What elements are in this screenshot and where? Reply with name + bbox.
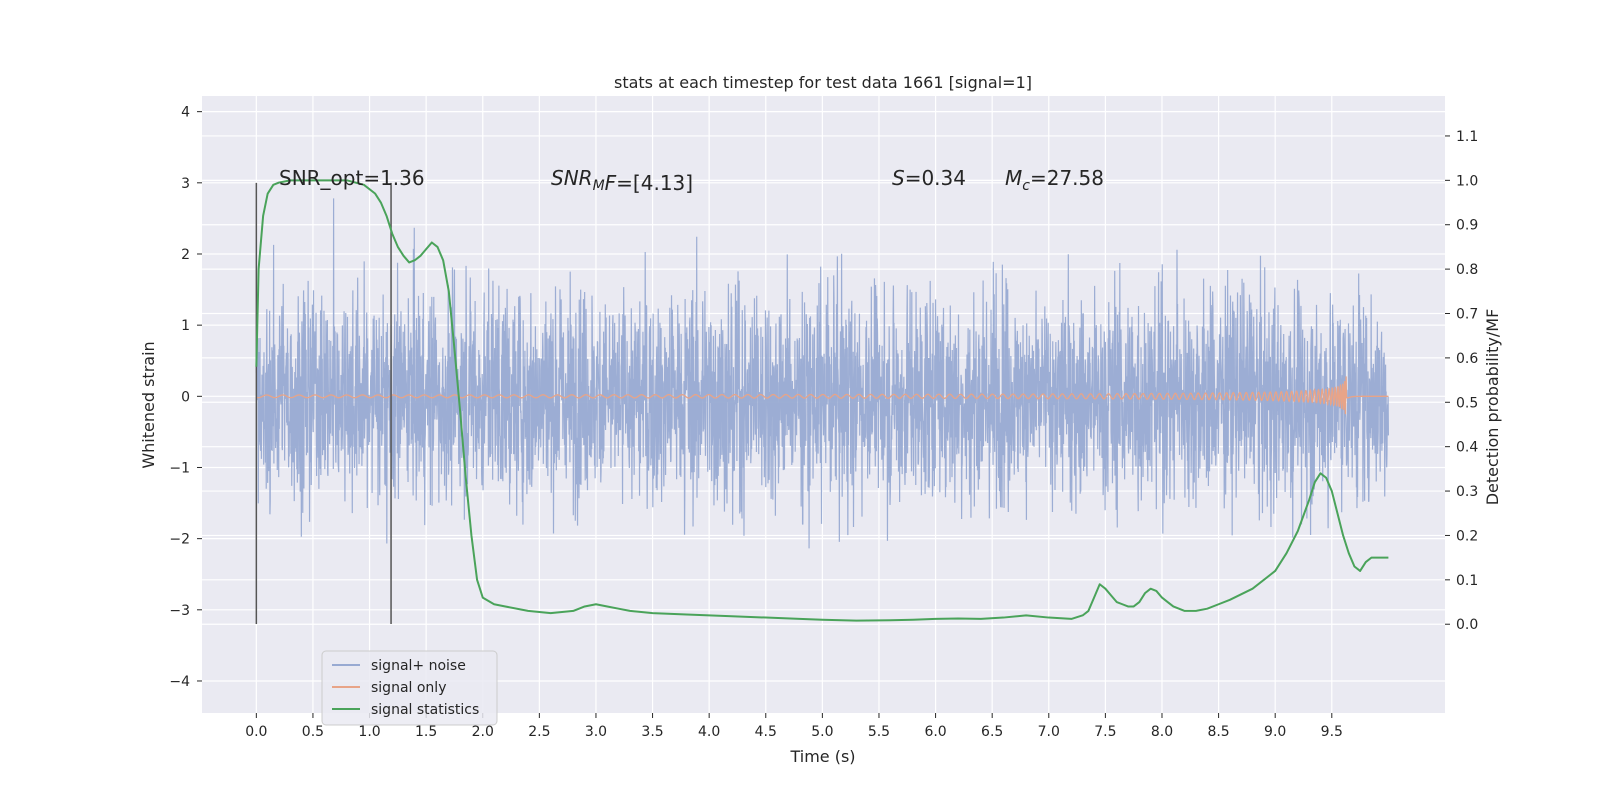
annotation-s: S=0.34 [892, 166, 966, 190]
y2-tick-label: 0.1 [1456, 573, 1478, 589]
grid-left [202, 111, 1445, 682]
y-tick-label: 3 [181, 176, 190, 192]
line-signal-noise [255, 198, 1390, 549]
y2-tick-label: 1.1 [1456, 129, 1478, 145]
vertical-markers [255, 182, 392, 625]
y2-tick-label: 0.3 [1456, 484, 1478, 500]
x-tick-label: 1.5 [415, 724, 437, 740]
x-tick-label: 0.0 [245, 724, 267, 740]
y2-tick-label: 0.6 [1456, 351, 1478, 367]
y2-axis-label: Detection probability/MF [1483, 309, 1502, 506]
series-signal-noise [255, 198, 1390, 549]
x-tick-label: 2.5 [528, 724, 550, 740]
x-tick-label: 3.0 [585, 724, 607, 740]
x-tick-label: 8.0 [1151, 724, 1173, 740]
y-axis-label: Whitened strain [139, 341, 158, 468]
y2-tick-label: 1.0 [1456, 173, 1478, 189]
line-signal-only [256, 376, 1389, 415]
x-tick-label: 3.5 [641, 724, 663, 740]
x-axis-label: Time (s) [789, 747, 855, 766]
y2-tick-label: 0.8 [1456, 262, 1478, 278]
x-tick-label: 8.5 [1207, 724, 1229, 740]
y-tick-label: 1 [181, 318, 190, 334]
x-tick-label: 4.5 [755, 724, 777, 740]
x-tick-label: 4.0 [698, 724, 720, 740]
y-tick-label: 0 [181, 389, 190, 405]
y-tick-label: −1 [169, 460, 190, 476]
x-tick-label: 0.5 [302, 724, 324, 740]
y2-tick-label: 0.7 [1456, 307, 1478, 323]
series-signal-statistics [255, 179, 1389, 622]
y-tick-labels: −4 −3 −2 −1 0 1 2 3 4 [169, 105, 202, 690]
y-tick-label: 4 [181, 105, 190, 121]
x-tick-label: 7.0 [1038, 724, 1060, 740]
x-tick-label: 1.0 [358, 724, 380, 740]
legend-label: signal+ noise [371, 658, 466, 674]
legend-label: signal statistics [371, 702, 479, 718]
series-signal-only [256, 376, 1389, 415]
x-tick-label: 5.0 [811, 724, 833, 740]
y-tick-label: 2 [181, 247, 190, 263]
y-tick-label: −4 [169, 674, 190, 690]
x-tick-label: 6.0 [924, 724, 946, 740]
y2-tick-label: 0.9 [1456, 218, 1478, 234]
y2-tick-label: 0.5 [1456, 395, 1478, 411]
y2-tick-label: 0.0 [1456, 617, 1478, 633]
legend-label: signal only [371, 680, 446, 696]
x-tick-label: 9.0 [1264, 724, 1286, 740]
annotation-mc: Mc=27.58 [1005, 166, 1104, 194]
annotations: SNR_opt=1.36 SNRMF=[4.13] S=0.34 Mc=27.58 [279, 166, 1104, 195]
legend: signal+ noise signal only signal statistic… [321, 650, 498, 726]
annotation-snr-mf: SNRMF=[4.13] [551, 166, 693, 195]
legend-box [321, 650, 498, 726]
x-tick-label: 7.5 [1094, 724, 1116, 740]
grid-right [202, 135, 1445, 625]
y-tick-label: −3 [169, 603, 190, 619]
y2-tick-labels: 0.0 0.1 0.2 0.3 0.4 0.5 0.6 0.7 0.8 0.9 1.0 1.1 [1445, 129, 1478, 633]
x-tick-label: 9.5 [1321, 724, 1343, 740]
y-tick-label: −2 [169, 532, 190, 548]
y2-tick-label: 0.2 [1456, 528, 1478, 544]
x-tick-labels: 0.0 0.5 1.0 1.5 2.0 2.5 3.0 3.5 4.0 4.5 5.0 5.5 6.0 6… [245, 713, 1343, 740]
chart-title: stats at each timestep for test data 166… [614, 73, 1032, 92]
x-tick-label: 6.5 [981, 724, 1003, 740]
line-signal-statistics [255, 179, 1389, 622]
annotation-snr-opt: SNR_opt=1.36 [279, 166, 425, 190]
x-tick-label: 5.5 [868, 724, 890, 740]
y2-tick-label: 0.4 [1456, 440, 1478, 456]
x-tick-label: 2.0 [472, 724, 494, 740]
